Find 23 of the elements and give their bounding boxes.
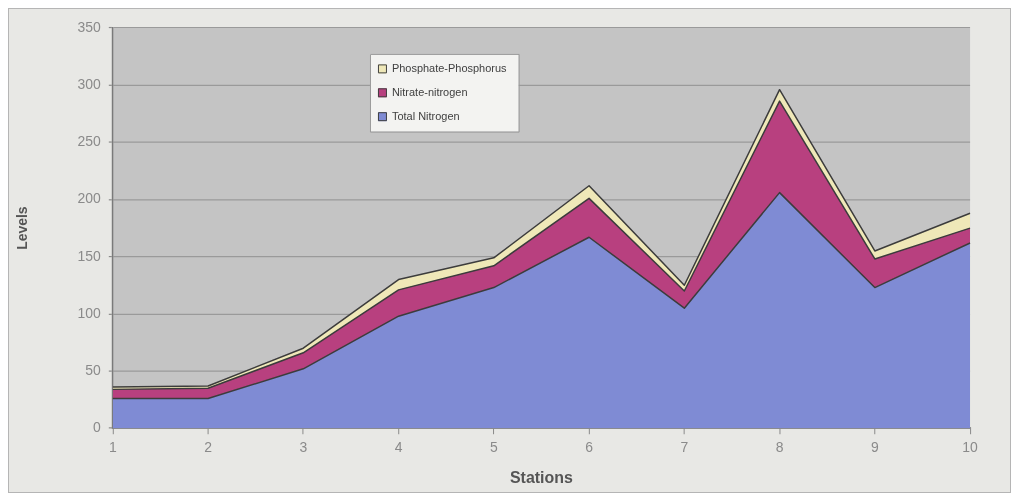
x-tick-label: 7 bbox=[680, 439, 689, 456]
x-tick-label: 1 bbox=[108, 439, 117, 456]
x-tick-label: 3 bbox=[299, 439, 308, 456]
y-tick-label: 300 bbox=[77, 75, 102, 92]
y-tick-label: 0 bbox=[93, 419, 102, 436]
x-tick-label: 2 bbox=[204, 439, 213, 456]
y-axis-title: Levels bbox=[14, 206, 31, 250]
y-tick-label: 50 bbox=[85, 361, 102, 378]
x-tick-label: 10 bbox=[962, 439, 979, 456]
y-tick-label: 350 bbox=[77, 18, 102, 35]
legend-label: Phosphate-Phosphorus bbox=[391, 61, 508, 74]
y-tick-label: 150 bbox=[77, 247, 102, 264]
legend-label: Total Nitrogen bbox=[391, 109, 460, 122]
x-tick-label: 6 bbox=[585, 439, 594, 456]
x-axis-title: Stations bbox=[509, 468, 574, 486]
y-tick-label: 250 bbox=[77, 133, 102, 150]
x-tick-label: 5 bbox=[489, 439, 498, 456]
legend-label: Nitrate-nitrogen bbox=[391, 85, 468, 98]
x-tick-label: 8 bbox=[775, 439, 784, 456]
x-tick-label: 9 bbox=[870, 439, 879, 456]
y-tick-label: 200 bbox=[77, 190, 102, 207]
y-tick-label: 100 bbox=[77, 304, 102, 321]
x-tick-label: 4 bbox=[394, 439, 403, 456]
